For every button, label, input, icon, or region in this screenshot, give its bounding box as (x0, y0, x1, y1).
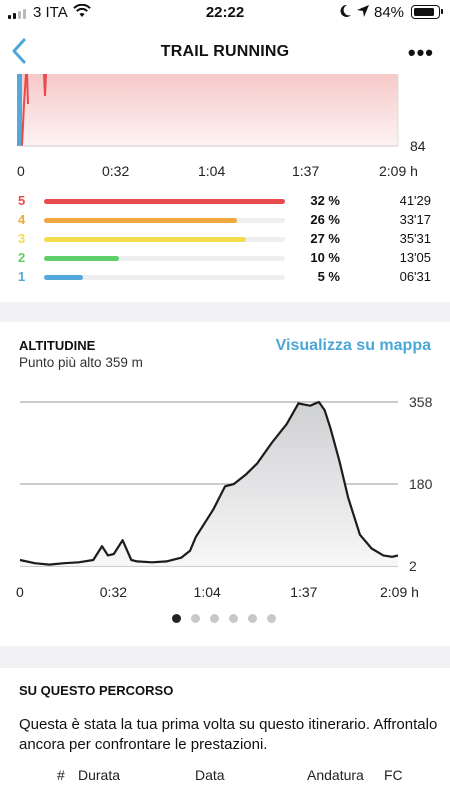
zone-duration: 06'31 (399, 269, 431, 284)
hr-x-tick: 0 (17, 163, 25, 179)
route-section-title: SU QUESTO PERCORSO (19, 683, 174, 698)
page-dot[interactable] (191, 614, 200, 623)
view-on-map-link[interactable]: Visualizza su mappa (275, 337, 431, 354)
battery-percent: 84% (374, 4, 405, 21)
hr-x-tick: 1:37 (292, 163, 320, 179)
column-header: # (57, 767, 65, 783)
altitude-plot: 358 180 2 0 0:32 1:04 1:37 2:09 h (16, 394, 433, 600)
altitude-x-tick: 0:32 (100, 584, 127, 600)
altitude-line (19, 400, 399, 566)
zone-percent: 26 % (310, 212, 340, 227)
zone-percent: 32 % (310, 193, 340, 208)
zone-bar-track (44, 199, 285, 204)
column-header: Data (195, 767, 225, 783)
page-dot[interactable] (248, 614, 257, 623)
zone-row-3: 3 27 % 35'31 (0, 231, 450, 248)
altitude-x-tick: 1:37 (290, 584, 317, 600)
hr-x-tick: 0:32 (102, 163, 130, 179)
zone-row-5: 5 32 % 41'29 (0, 193, 450, 210)
location-arrow-icon (356, 4, 370, 22)
signal-icon (8, 9, 26, 19)
zone-duration: 41'29 (399, 193, 431, 208)
hr-y-label: 84 (410, 138, 426, 154)
heart-rate-chart: 84 0 0:32 1:04 1:37 2:09 h (0, 74, 450, 184)
zone-bar-track (44, 256, 285, 261)
zone-percent: 10 % (310, 250, 340, 265)
altitude-subtitle: Punto più alto 359 m (19, 355, 143, 370)
clock: 22:22 (205, 4, 245, 21)
carrier-label: 3 ITA (33, 4, 68, 21)
page-dot[interactable] (172, 614, 181, 623)
zone-bar-fill (44, 256, 119, 261)
altitude-y-tick: 2 (409, 558, 417, 574)
altitude-chart: 358 180 2 0 0:32 1:04 1:37 2:09 h (0, 386, 450, 608)
route-description: Questa è stata la tua prima volta su que… (19, 716, 438, 753)
moon-icon (338, 3, 352, 23)
zone-bar-track (44, 218, 285, 223)
nav-bar: TRAIL RUNNING ••• (0, 30, 450, 74)
column-header: Durata (78, 767, 121, 783)
zone-duration: 13'05 (399, 250, 431, 265)
heart-rate-plot (17, 74, 399, 147)
hr-x-tick: 2:09 h (379, 163, 418, 179)
zone-percent: 5 % (317, 269, 340, 284)
column-header: Andatura (307, 767, 364, 783)
zone-bar-fill (44, 237, 247, 242)
zone-bar-fill (44, 218, 237, 223)
page-dot[interactable] (229, 614, 238, 623)
altitude-title: ALTITUDINE (19, 338, 96, 353)
zone-percent: 27 % (310, 231, 340, 246)
more-options-button[interactable]: ••• (407, 40, 434, 65)
altitude-x-tick: 1:04 (194, 584, 221, 600)
zone-duration: 35'31 (399, 231, 431, 246)
wifi-icon (73, 3, 91, 22)
zone-number: 4 (18, 212, 26, 227)
zone-bar-fill (44, 199, 285, 204)
altitude-area (20, 402, 398, 566)
page-dot[interactable] (267, 614, 276, 623)
zone-duration: 33'17 (399, 212, 431, 227)
altitude-y-tick: 180 (409, 476, 433, 492)
zone-row-4: 4 26 % 33'17 (0, 212, 450, 229)
column-header: FC (384, 767, 403, 783)
battery-icon (411, 5, 443, 19)
zone-bar-track (44, 275, 285, 280)
altitude-x-tick: 2:09 h (380, 584, 419, 600)
section-divider (0, 646, 450, 668)
zone-bar-fill (44, 275, 83, 280)
zone-number: 2 (18, 250, 26, 265)
page-indicator (0, 614, 450, 626)
altitude-x-tick: 0 (16, 584, 24, 600)
page-title: TRAIL RUNNING (160, 43, 290, 60)
page-dot[interactable] (210, 614, 219, 623)
zone-row-2: 2 10 % 13'05 (0, 250, 450, 267)
section-divider (0, 302, 450, 322)
hr-x-tick: 1:04 (198, 163, 226, 179)
back-chevron-icon[interactable] (8, 36, 32, 66)
zone-number: 5 (18, 193, 26, 208)
altitude-y-tick: 358 (409, 394, 433, 410)
status-bar: 3 ITA 22:22 84% (0, 0, 450, 26)
zone-number: 1 (18, 269, 26, 284)
zone-row-1: 1 5 % 06'31 (0, 269, 450, 286)
zone-bar-track (44, 237, 285, 242)
zone-number: 3 (18, 231, 26, 246)
